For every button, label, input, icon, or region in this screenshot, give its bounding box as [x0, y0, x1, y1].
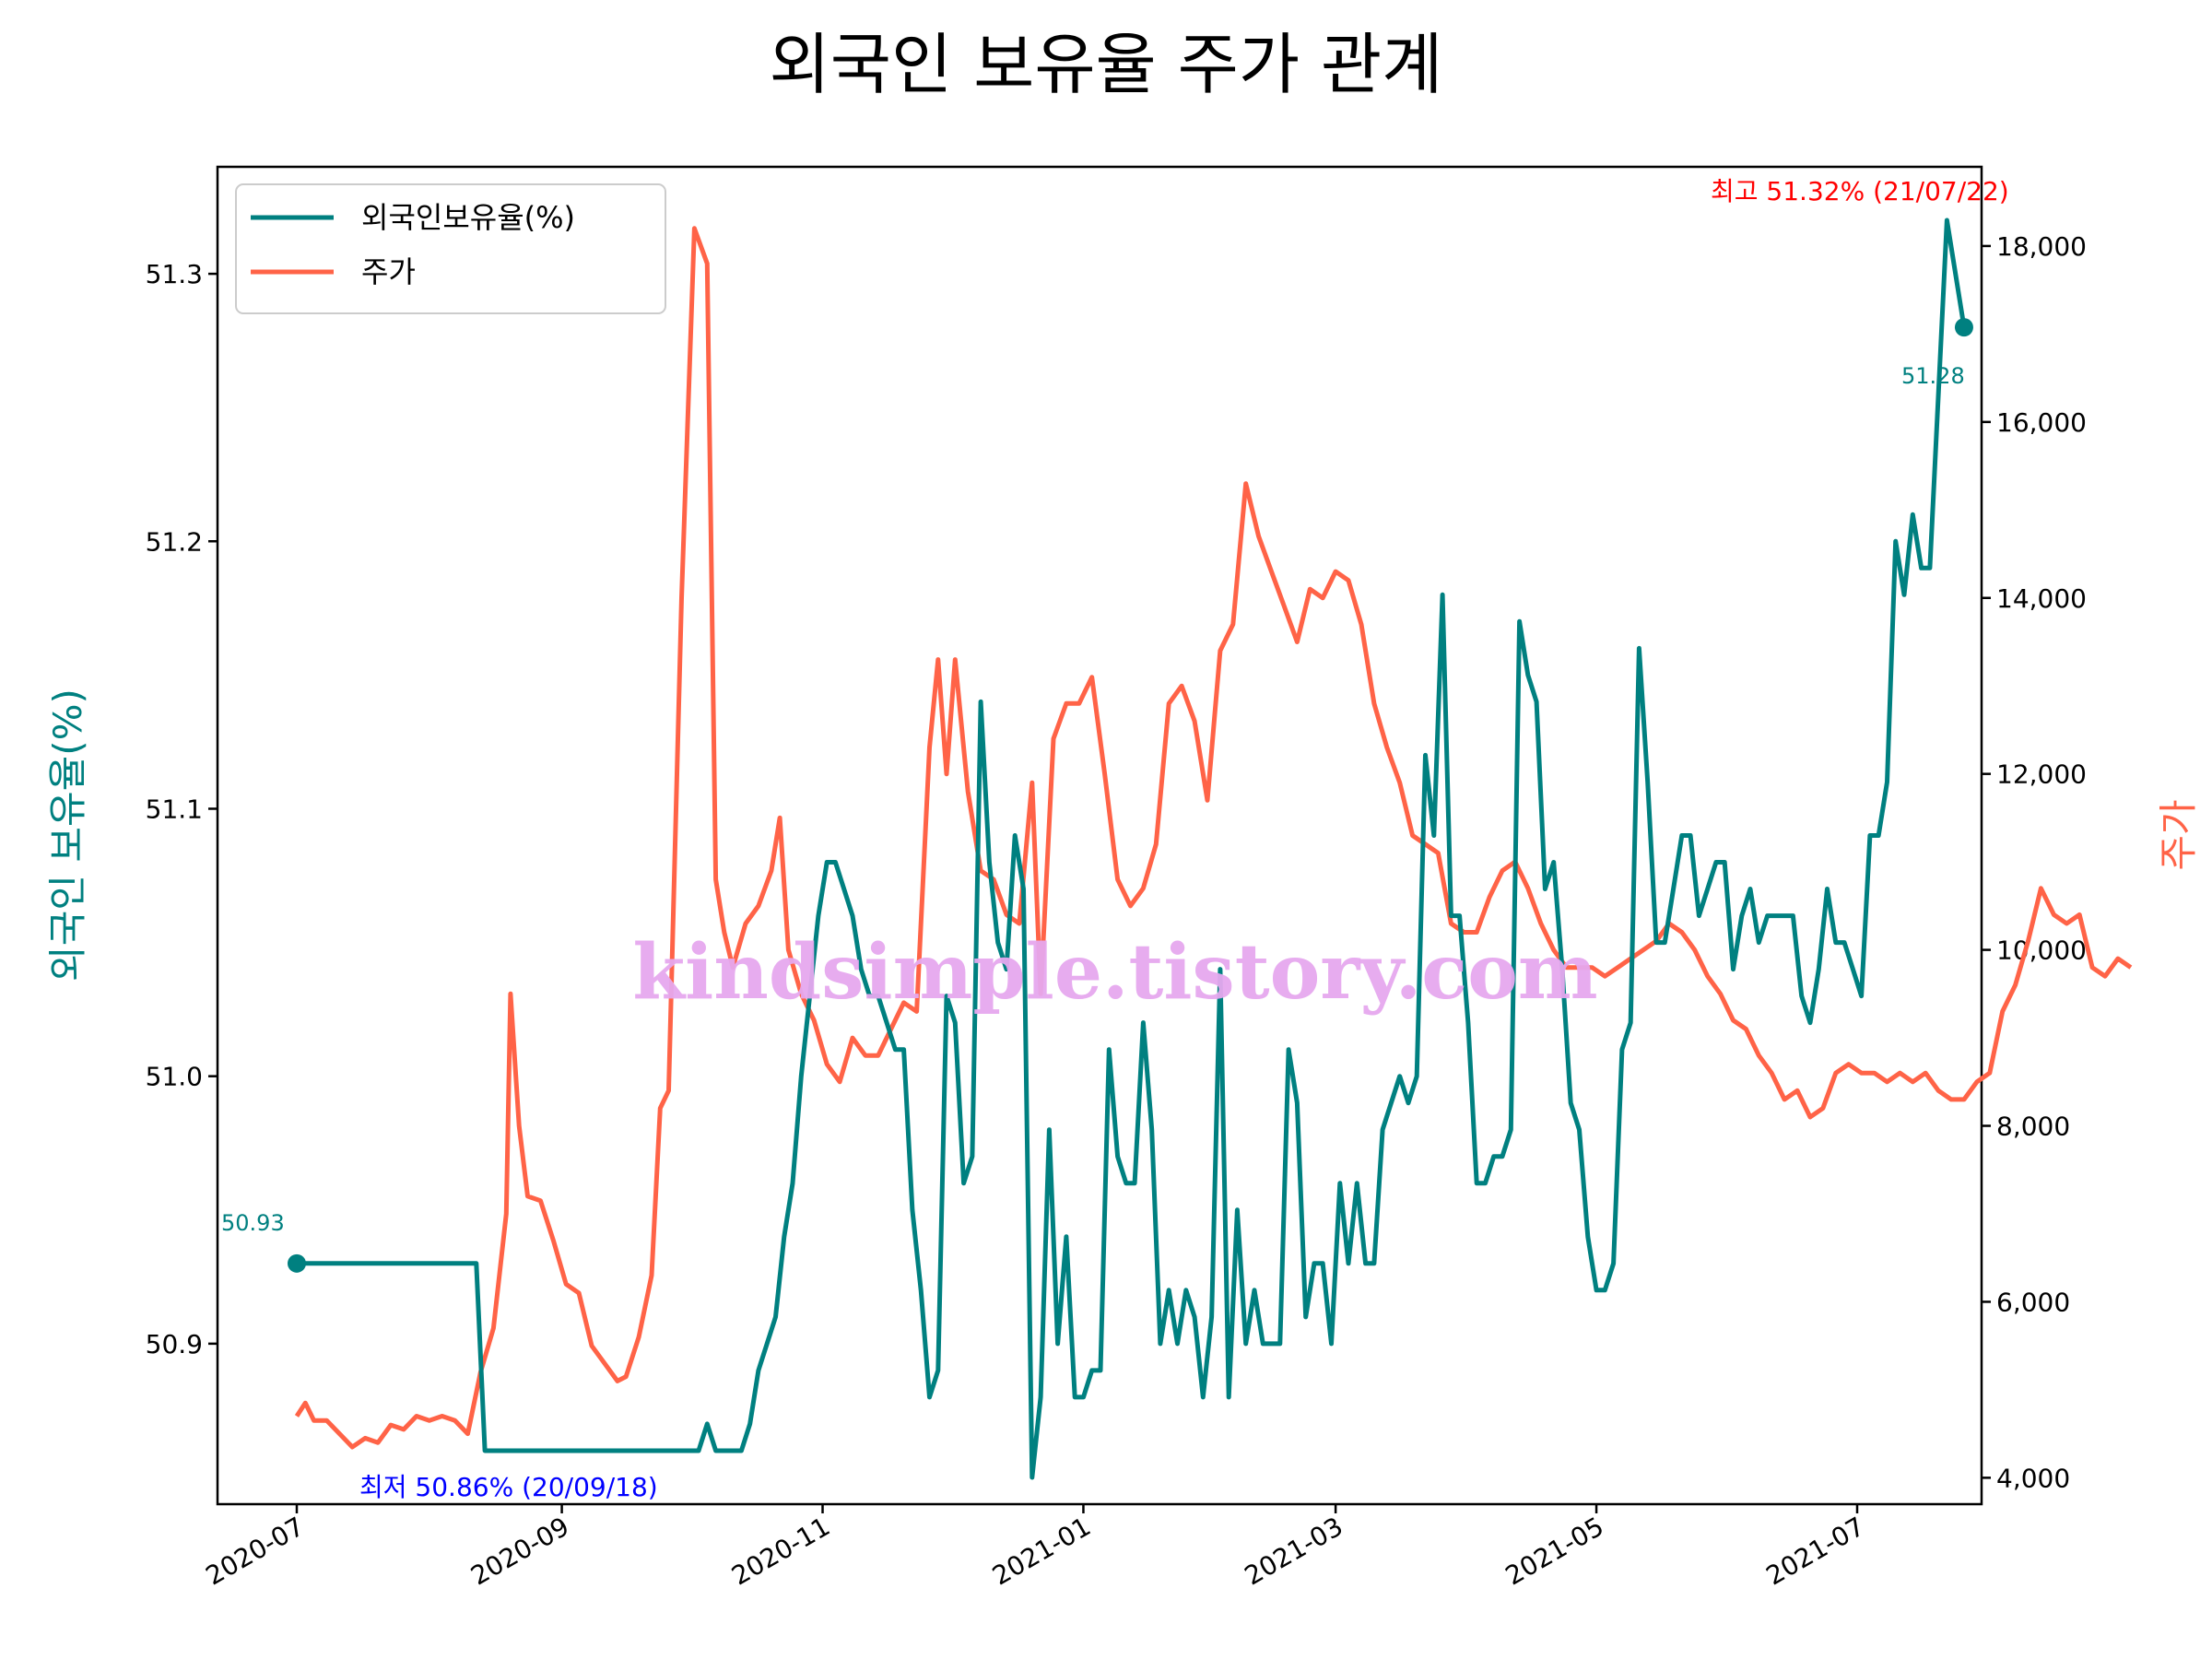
- legend-box: [235, 183, 666, 314]
- plot-area: [216, 165, 1983, 1506]
- x-tick-label: 2020-07: [201, 1511, 310, 1591]
- max-annotation: 최고 51.32% (21/07/22): [1711, 176, 2009, 206]
- x-tick-label: 2021-07: [1761, 1511, 1870, 1591]
- y-left-tick-label: 51.2: [146, 526, 203, 557]
- price-line: [294, 226, 2133, 1450]
- y-left-tick-label: 51.0: [146, 1062, 203, 1092]
- y-axis-left-label: 외국인 보유율(%): [45, 688, 90, 982]
- y-right-tick-label: 12,000: [1996, 759, 2087, 790]
- watermark: kindsimple.tistory.com: [632, 928, 1597, 1017]
- y-left-tick-label: 51.1: [146, 794, 203, 824]
- y-axis-left: 50.9 51.0 51.1 51.2 51.3: [146, 259, 218, 1359]
- legend-price-label: 주가: [361, 254, 416, 289]
- legend-holding-label: 외국인보유율(%): [361, 200, 575, 235]
- x-axis: 2020-07 2020-09 2020-11 2021-01 2021-03 2021-…: [201, 1504, 1870, 1592]
- y-left-tick-label: 51.3: [146, 259, 203, 289]
- plot-frame: [216, 165, 1983, 1506]
- y-right-tick-label: 6,000: [1996, 1287, 2070, 1317]
- holding-line: [297, 218, 1967, 1480]
- y-right-tick-label: 4,000: [1996, 1463, 2070, 1493]
- end-value-label: 51.28: [1901, 363, 1965, 389]
- chart-title: 외국인 보유율 주가 관계: [769, 26, 1442, 103]
- x-tick-label: 2021-01: [987, 1511, 1096, 1591]
- y-left-tick-label: 50.9: [146, 1329, 203, 1359]
- start-point-marker: [288, 1253, 306, 1273]
- x-tick-label: 2020-11: [726, 1511, 835, 1591]
- min-annotation: 최저 50.86% (20/09/18): [359, 1472, 658, 1502]
- y-axis-right: 4,000 6,000 8,000 10,000 12,000 14,000 16,000 1…: [1982, 231, 2087, 1493]
- y-right-tick-label: 16,000: [1996, 407, 2087, 438]
- end-point-marker: [1954, 318, 1973, 337]
- y-right-tick-label: 10,000: [1996, 935, 2087, 966]
- y-right-tick-label: 18,000: [1996, 231, 2087, 262]
- y-axis-right-label: 주가: [2156, 799, 2201, 870]
- x-tick-label: 2021-03: [1240, 1511, 1348, 1591]
- legend: 외국인보유율(%) 주가: [235, 183, 666, 314]
- y-right-tick-label: 8,000: [1996, 1112, 2070, 1142]
- x-tick-label: 2020-09: [465, 1511, 574, 1591]
- start-value-label: 50.93: [221, 1210, 285, 1236]
- x-tick-label: 2021-05: [1500, 1511, 1609, 1591]
- y-right-tick-label: 14,000: [1996, 583, 2087, 614]
